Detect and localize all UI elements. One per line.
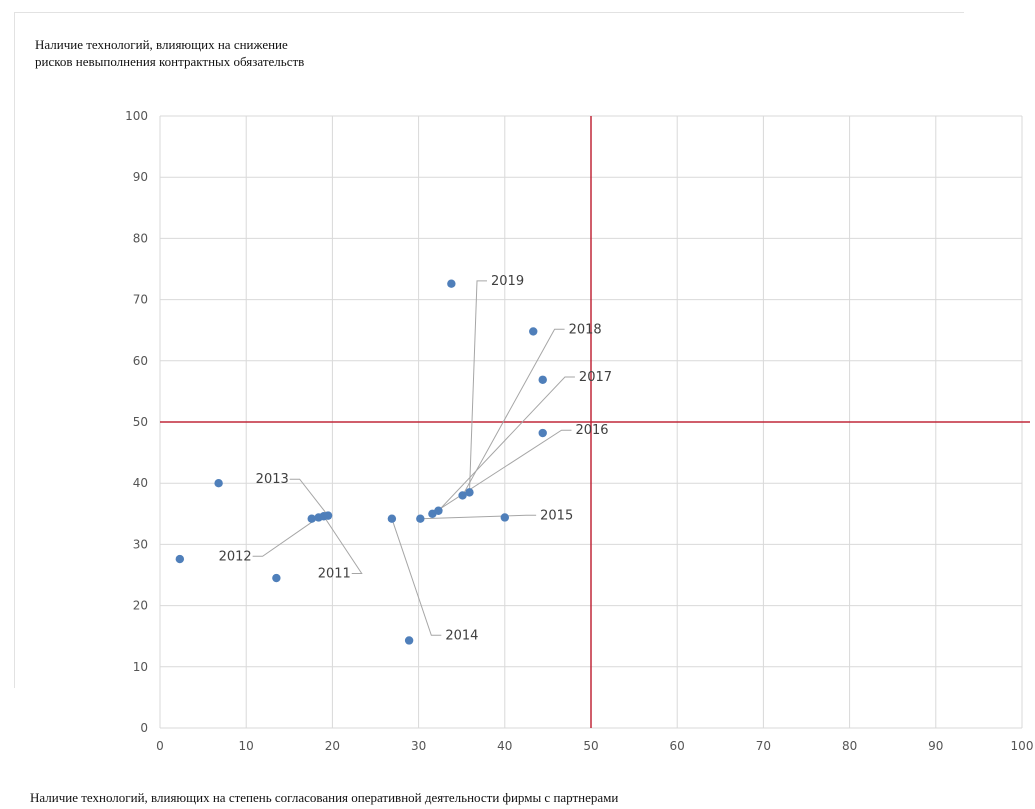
annotation-leader-line <box>252 517 319 557</box>
x-tick-label: 20 <box>325 739 340 753</box>
x-tick-label: 0 <box>156 739 164 753</box>
y-tick-label: 30 <box>133 537 148 551</box>
data-point <box>465 488 474 497</box>
annotation-leader-line <box>289 478 329 516</box>
annotation-label: 2011 <box>318 566 351 581</box>
data-point <box>214 479 223 488</box>
x-axis-title: Наличие технологий, влияющих на степень … <box>30 790 619 805</box>
annotation-label: 2019 <box>491 274 524 289</box>
annotation-label: 2017 <box>579 370 612 385</box>
x-tick-label: 90 <box>928 739 943 753</box>
annotation-leader-line <box>420 514 537 520</box>
y-tick-label: 100 <box>125 109 148 123</box>
data-point <box>538 375 547 384</box>
annotation-leader-line <box>432 429 572 515</box>
annotation-leader-line <box>438 376 575 512</box>
y-tick-label: 90 <box>133 170 148 184</box>
y-axis-title-line-2: рисков невыполнения контрактных обязател… <box>35 54 305 69</box>
annotation-label: 2014 <box>445 628 478 643</box>
x-tick-label: 80 <box>842 739 857 753</box>
annotation-leader-line <box>391 518 442 636</box>
data-point <box>529 327 538 336</box>
data-point <box>434 506 443 515</box>
annotation-label: 2012 <box>219 549 252 564</box>
data-point <box>387 514 397 523</box>
x-tick-label: 70 <box>756 739 771 753</box>
y-tick-label: 60 <box>133 354 148 368</box>
x-tick-label: 10 <box>239 739 254 753</box>
x-tick-label: 30 <box>411 739 426 753</box>
annotation-label: 2013 <box>256 472 289 487</box>
x-tick-label: 100 <box>1011 739 1034 753</box>
y-tick-label: 40 <box>133 476 148 490</box>
annotation-leader-line <box>323 515 363 574</box>
data-point <box>323 511 333 520</box>
data-point <box>272 573 281 583</box>
x-tick-label: 40 <box>497 739 512 753</box>
y-axis-title-line-1: Наличие технологий, влияющих на снижение <box>35 37 288 52</box>
data-point <box>175 554 185 564</box>
y-axis-title: Наличие технологий, влияющих на снижение… <box>35 36 304 70</box>
y-tick-label: 20 <box>133 599 148 613</box>
annotation-label: 2016 <box>575 423 608 438</box>
annotation-leader-line <box>462 328 565 496</box>
data-point <box>404 636 414 645</box>
x-tick-label: 60 <box>670 739 685 753</box>
frame-top-border <box>14 12 964 13</box>
x-tick-label: 50 <box>583 739 598 753</box>
data-point <box>307 514 316 523</box>
annotation-leader-line <box>468 280 488 493</box>
y-tick-label: 50 <box>133 415 148 429</box>
y-tick-label: 70 <box>133 293 148 307</box>
data-point <box>538 428 547 438</box>
y-tick-label: 0 <box>140 721 148 735</box>
data-point <box>416 514 425 523</box>
y-tick-label: 80 <box>133 231 148 245</box>
frame-left-border <box>14 12 15 688</box>
data-point <box>500 513 509 522</box>
data-point <box>447 279 456 288</box>
annotation-label: 2018 <box>569 322 602 337</box>
y-tick-label: 10 <box>133 660 148 674</box>
data-point <box>458 491 467 500</box>
annotation-label: 2015 <box>540 508 573 523</box>
